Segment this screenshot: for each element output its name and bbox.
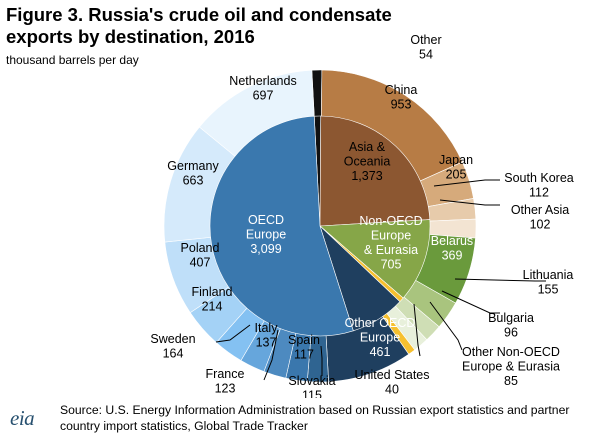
- chart-title: Figure 3. Russia's crude oil and condens…: [6, 4, 392, 47]
- outer-label-germany: Germany 663: [167, 159, 219, 188]
- leader-line: [433, 179, 500, 187]
- leader-line: [429, 301, 463, 351]
- outer-label-finland: Finland 214: [192, 285, 233, 314]
- leader-line: [263, 329, 279, 381]
- inner-label-asia-oceania-1-373: Asia & Oceania 1,373: [344, 140, 391, 183]
- outer-label-netherlands: Netherlands 697: [229, 74, 296, 103]
- leader-line: [413, 303, 421, 357]
- inner-label-other-oecd-europe-461: Other OECD Europe 461: [345, 316, 416, 359]
- leader-line: [454, 278, 546, 282]
- outer-label-slovakia: Slovakia 115: [288, 374, 335, 398]
- outer-label-other: Other 54: [410, 33, 441, 62]
- outer-label-united-states: United States 40: [354, 368, 429, 397]
- outer-label-france: France 123: [206, 367, 245, 396]
- outer-label-south-korea: South Korea 112: [504, 171, 574, 200]
- leader-line: [439, 199, 500, 206]
- inner-slice-oecd-europe: [209, 115, 354, 337]
- outer-label-poland: Poland 407: [181, 241, 220, 270]
- leader-line: [441, 290, 500, 314]
- source-note: Source: U.S. Energy Information Administ…: [60, 403, 570, 433]
- outer-label-japan: Japan 205: [439, 153, 473, 182]
- inner-label-non-oecd-europe-eurasia-705: Non-OECD Europe & Eurasia 705: [359, 214, 422, 272]
- outer-label-italy: Italy 137: [255, 321, 279, 350]
- outer-label-china: China 953: [385, 83, 418, 112]
- outer-label-other-non-oecd: Other Non-OECD Europe & Eurasia 85: [462, 345, 560, 388]
- inner-label-oecd-europe-3-099: OECD Europe 3,099: [246, 213, 286, 256]
- donut-chart: Asia & Oceania 1,373 Non-OECD Europe & Eurasi…: [150, 33, 574, 398]
- footer: eia Source: U.S. Energy Information Admi…: [0, 398, 600, 438]
- leader-line: [320, 345, 323, 376]
- inner-slice-non-oecd-europe-eurasia: [319, 219, 431, 299]
- outer-label-belarus: Belarus 369: [431, 234, 473, 263]
- inner-slice-asia-oceania: [319, 115, 431, 227]
- outer-label-sweden: Sweden 164: [150, 332, 195, 361]
- leader-line: [215, 324, 251, 343]
- outer-label-lithuania: Lithuania 155: [523, 268, 574, 297]
- outer-label-bulgaria: Bulgaria 96: [488, 311, 534, 340]
- outer-label-other-asia: Other Asia 102: [511, 203, 569, 232]
- chart-subtitle: thousand barrels per day: [6, 53, 139, 67]
- eia-logo: eia: [10, 406, 35, 430]
- outer-label-spain: Spain 117: [288, 333, 320, 362]
